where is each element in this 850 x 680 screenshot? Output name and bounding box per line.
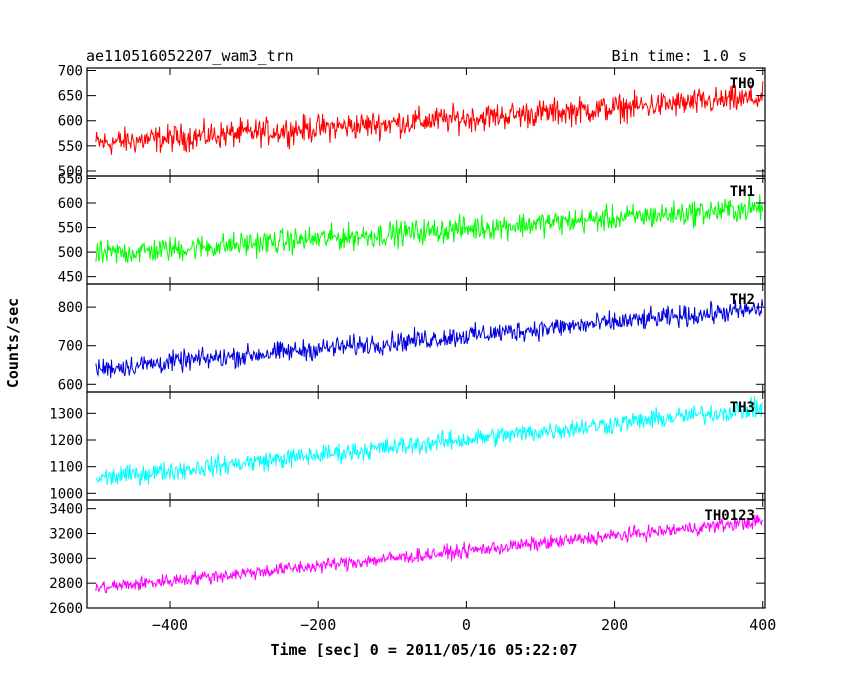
panel-frame (86, 391, 766, 501)
y-tick-label: 500 (58, 164, 83, 180)
y-tick-label: 600 (58, 114, 83, 130)
panel-label: TH0123 (704, 508, 755, 524)
y-tick-label: 450 (58, 270, 83, 286)
x-tick-label: −400 (152, 616, 188, 634)
y-tick-label: 3200 (49, 527, 83, 543)
y-tick-label: 550 (58, 139, 83, 155)
panel-th0: 500 550 600 650 700 TH0 (58, 64, 766, 180)
series-line-th0123 (95, 514, 764, 594)
x-axis: −400 −200 0 200 400 (152, 616, 776, 634)
y-tick-label: 1300 (49, 406, 83, 422)
y-tick-label: 800 (58, 300, 83, 316)
y-tick-label: 600 (58, 196, 83, 212)
y-tick-label: 2800 (49, 576, 83, 592)
panel-frame (86, 499, 766, 609)
series-line-th0 (95, 81, 764, 155)
y-tick-label: 700 (58, 64, 83, 80)
panel-th2: 600 700 800 TH2 (58, 283, 766, 393)
y-tick-label: 2600 (49, 601, 83, 617)
panel-th1: 450 500 550 600 650 TH1 (58, 171, 766, 286)
series-line-th3 (95, 395, 763, 486)
y-tick-label: 1100 (49, 460, 83, 476)
y-tick-label: 1000 (49, 486, 83, 502)
panels: 500 550 600 650 700 TH0 450 500 550 600 650 TH1 600 7… (49, 64, 766, 617)
y-tick-label: 1200 (49, 433, 83, 449)
y-tick-label: 3000 (49, 551, 83, 567)
panel-label: TH2 (730, 292, 755, 308)
panel-label: TH3 (730, 400, 755, 416)
panel-frame (86, 175, 766, 285)
panel-label: TH0 (730, 76, 755, 92)
y-tick-label: 700 (58, 339, 83, 355)
series-line-th2 (95, 299, 764, 379)
y-axis-label: Counts/sec (4, 298, 22, 388)
x-axis-label: Time [sec] 0 = 2011/05/16 05:22:07 (270, 641, 577, 659)
x-tick-label: 0 (462, 616, 471, 634)
x-tick-label: 400 (749, 616, 776, 634)
x-tick-label: 200 (601, 616, 628, 634)
y-tick-label: 500 (58, 245, 83, 261)
y-tick-label: 600 (58, 377, 83, 393)
panel-label: TH1 (730, 184, 755, 200)
chart-title: ae110516052207_wam3_trn (86, 47, 294, 65)
x-tick-label: −200 (300, 616, 336, 634)
y-tick-label: 650 (58, 171, 83, 187)
y-tick-label: 550 (58, 221, 83, 237)
bin-time-label: Bin time: 1.0 s (612, 47, 747, 65)
series-line-th1 (95, 194, 764, 264)
y-tick-label: 3400 (49, 502, 83, 518)
panel-th3: 1000 1100 1200 1300 TH3 (49, 391, 766, 502)
y-tick-label: 650 (58, 89, 83, 105)
panel-th0123: 2600 2800 3000 3200 3400 TH0123 (49, 499, 766, 617)
